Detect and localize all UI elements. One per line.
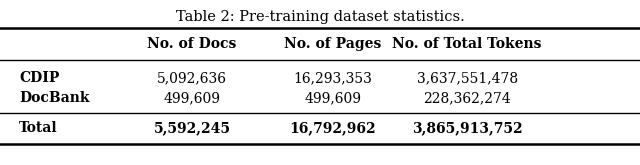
Text: 5,092,636: 5,092,636 [157,71,227,85]
Text: 3,865,913,752: 3,865,913,752 [412,121,522,135]
Text: 228,362,274: 228,362,274 [423,91,511,105]
Text: 499,609: 499,609 [304,91,362,105]
Text: CDIP: CDIP [19,71,60,85]
Text: No. of Pages: No. of Pages [284,37,381,51]
Text: 16,792,962: 16,792,962 [289,121,376,135]
Text: 5,592,245: 5,592,245 [154,121,230,135]
Text: No. of Docs: No. of Docs [147,37,237,51]
Text: Total: Total [19,121,58,135]
Text: 499,609: 499,609 [163,91,221,105]
Text: 3,637,551,478: 3,637,551,478 [417,71,518,85]
Text: DocBank: DocBank [19,91,90,105]
Text: No. of Total Tokens: No. of Total Tokens [392,37,542,51]
Text: 16,293,353: 16,293,353 [293,71,372,85]
Text: Table 2: Pre-training dataset statistics.: Table 2: Pre-training dataset statistics… [175,10,465,24]
